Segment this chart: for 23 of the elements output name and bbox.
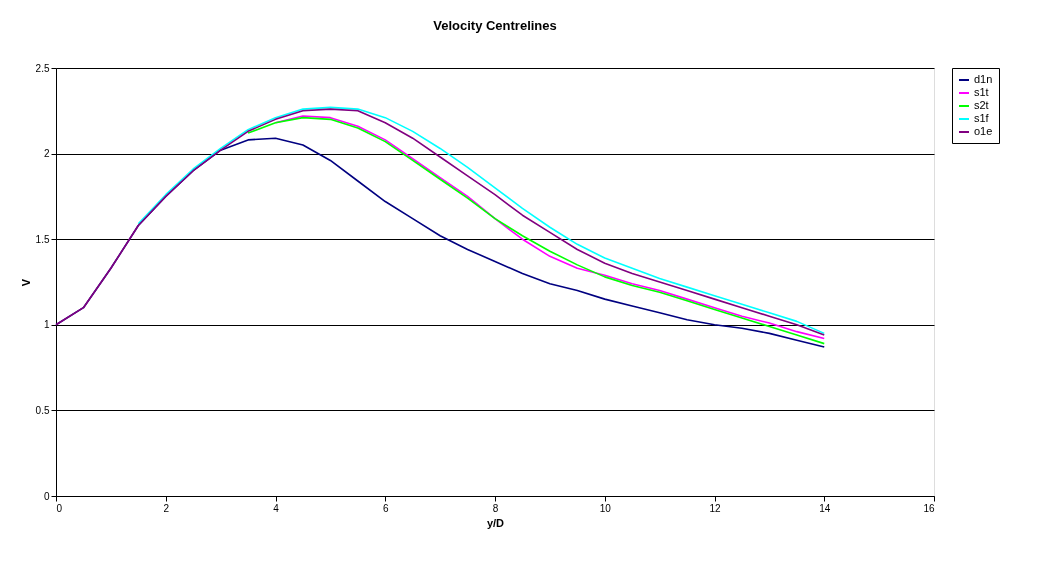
legend-label: s1t [974, 86, 989, 98]
x-tick-label: 14 [819, 502, 831, 514]
x-tick-label: 16 [923, 502, 935, 514]
legend-label: s2t [974, 99, 989, 111]
x-tick-label: 10 [599, 502, 612, 514]
x-tick-label: 8 [492, 502, 499, 514]
x-tick-label: 0 [56, 502, 63, 514]
x-tick-label: 12 [709, 502, 721, 514]
x-tick-label: 2 [163, 502, 170, 514]
y-tick-label: 2.5 [35, 62, 50, 74]
y-tick-label: 0.5 [35, 404, 50, 416]
legend-label: o1e [974, 125, 993, 137]
x-axis-title: y/D [486, 516, 505, 529]
y-tick-label: 1 [43, 319, 50, 331]
x-tick-label: 4 [273, 502, 280, 514]
legend-label: d1n [974, 73, 993, 85]
legend-label: s1f [974, 112, 990, 124]
y-tick-label: 2 [43, 148, 50, 160]
x-tick-label: 6 [382, 502, 389, 514]
y-tick-label: 0 [43, 490, 50, 502]
y-axis-title: V [19, 278, 32, 287]
chart-title: Velocity Centrelines [433, 18, 557, 33]
y-tick-label: 1.5 [35, 233, 50, 245]
